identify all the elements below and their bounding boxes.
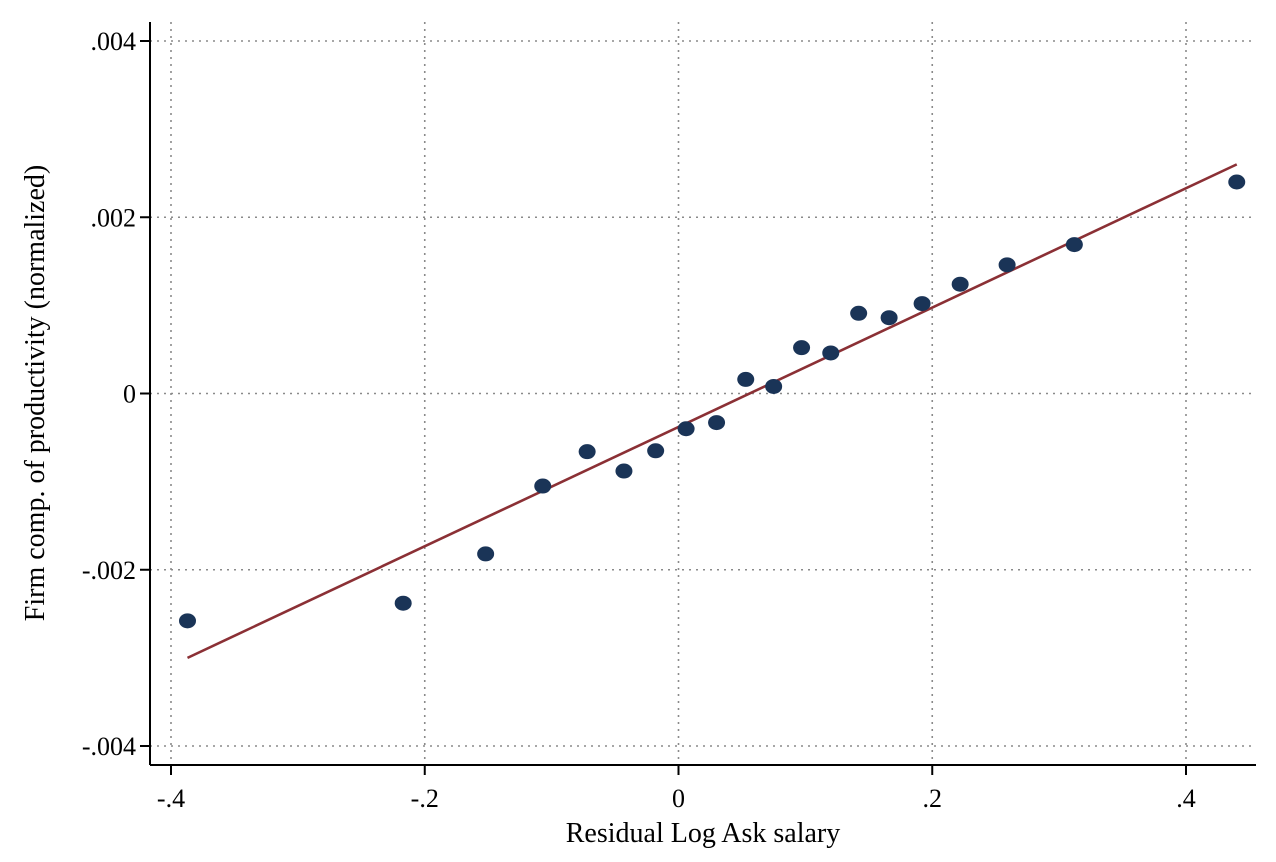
data-point	[793, 340, 811, 356]
data-point	[178, 613, 196, 629]
data-point	[677, 421, 695, 437]
data-point	[578, 444, 596, 460]
y-tick-label: .002	[91, 203, 137, 232]
data-point	[737, 371, 755, 387]
y-tick-label: -.004	[82, 732, 136, 761]
x-tick-label: .2	[923, 784, 943, 813]
data-point	[647, 443, 665, 459]
data-point	[998, 257, 1016, 273]
grid-lines	[150, 22, 1256, 765]
data-point	[913, 296, 931, 312]
data-point	[477, 546, 495, 562]
data-point	[708, 415, 726, 431]
data-point	[850, 305, 868, 321]
fit-line	[186, 163, 1238, 660]
data-point	[534, 478, 552, 494]
axis-ticks: -.4 -.2 0 .2 .4 -.004 -.002 0 .002 .004	[82, 27, 1196, 813]
data-point	[394, 595, 412, 611]
y-tick-label: 0	[123, 380, 136, 409]
data-point	[615, 463, 633, 479]
data-point	[822, 345, 840, 361]
x-axis-title: Residual Log Ask salary	[566, 818, 841, 849]
data-point	[1065, 237, 1083, 253]
data-points	[178, 174, 1246, 629]
x-tick-label: .4	[1176, 784, 1196, 813]
y-tick-label: -.002	[82, 556, 136, 585]
data-point	[880, 310, 898, 326]
x-tick-label: 0	[672, 784, 685, 813]
data-point	[765, 378, 783, 394]
x-tick-label: -.2	[411, 784, 439, 813]
fit-line-group	[186, 163, 1238, 660]
data-point	[951, 276, 969, 292]
y-tick-label: .004	[91, 27, 137, 56]
data-point	[1228, 174, 1246, 190]
x-tick-label: -.4	[157, 784, 185, 813]
y-axis-title: Firm comp. of productivity (normalized)	[20, 165, 51, 621]
